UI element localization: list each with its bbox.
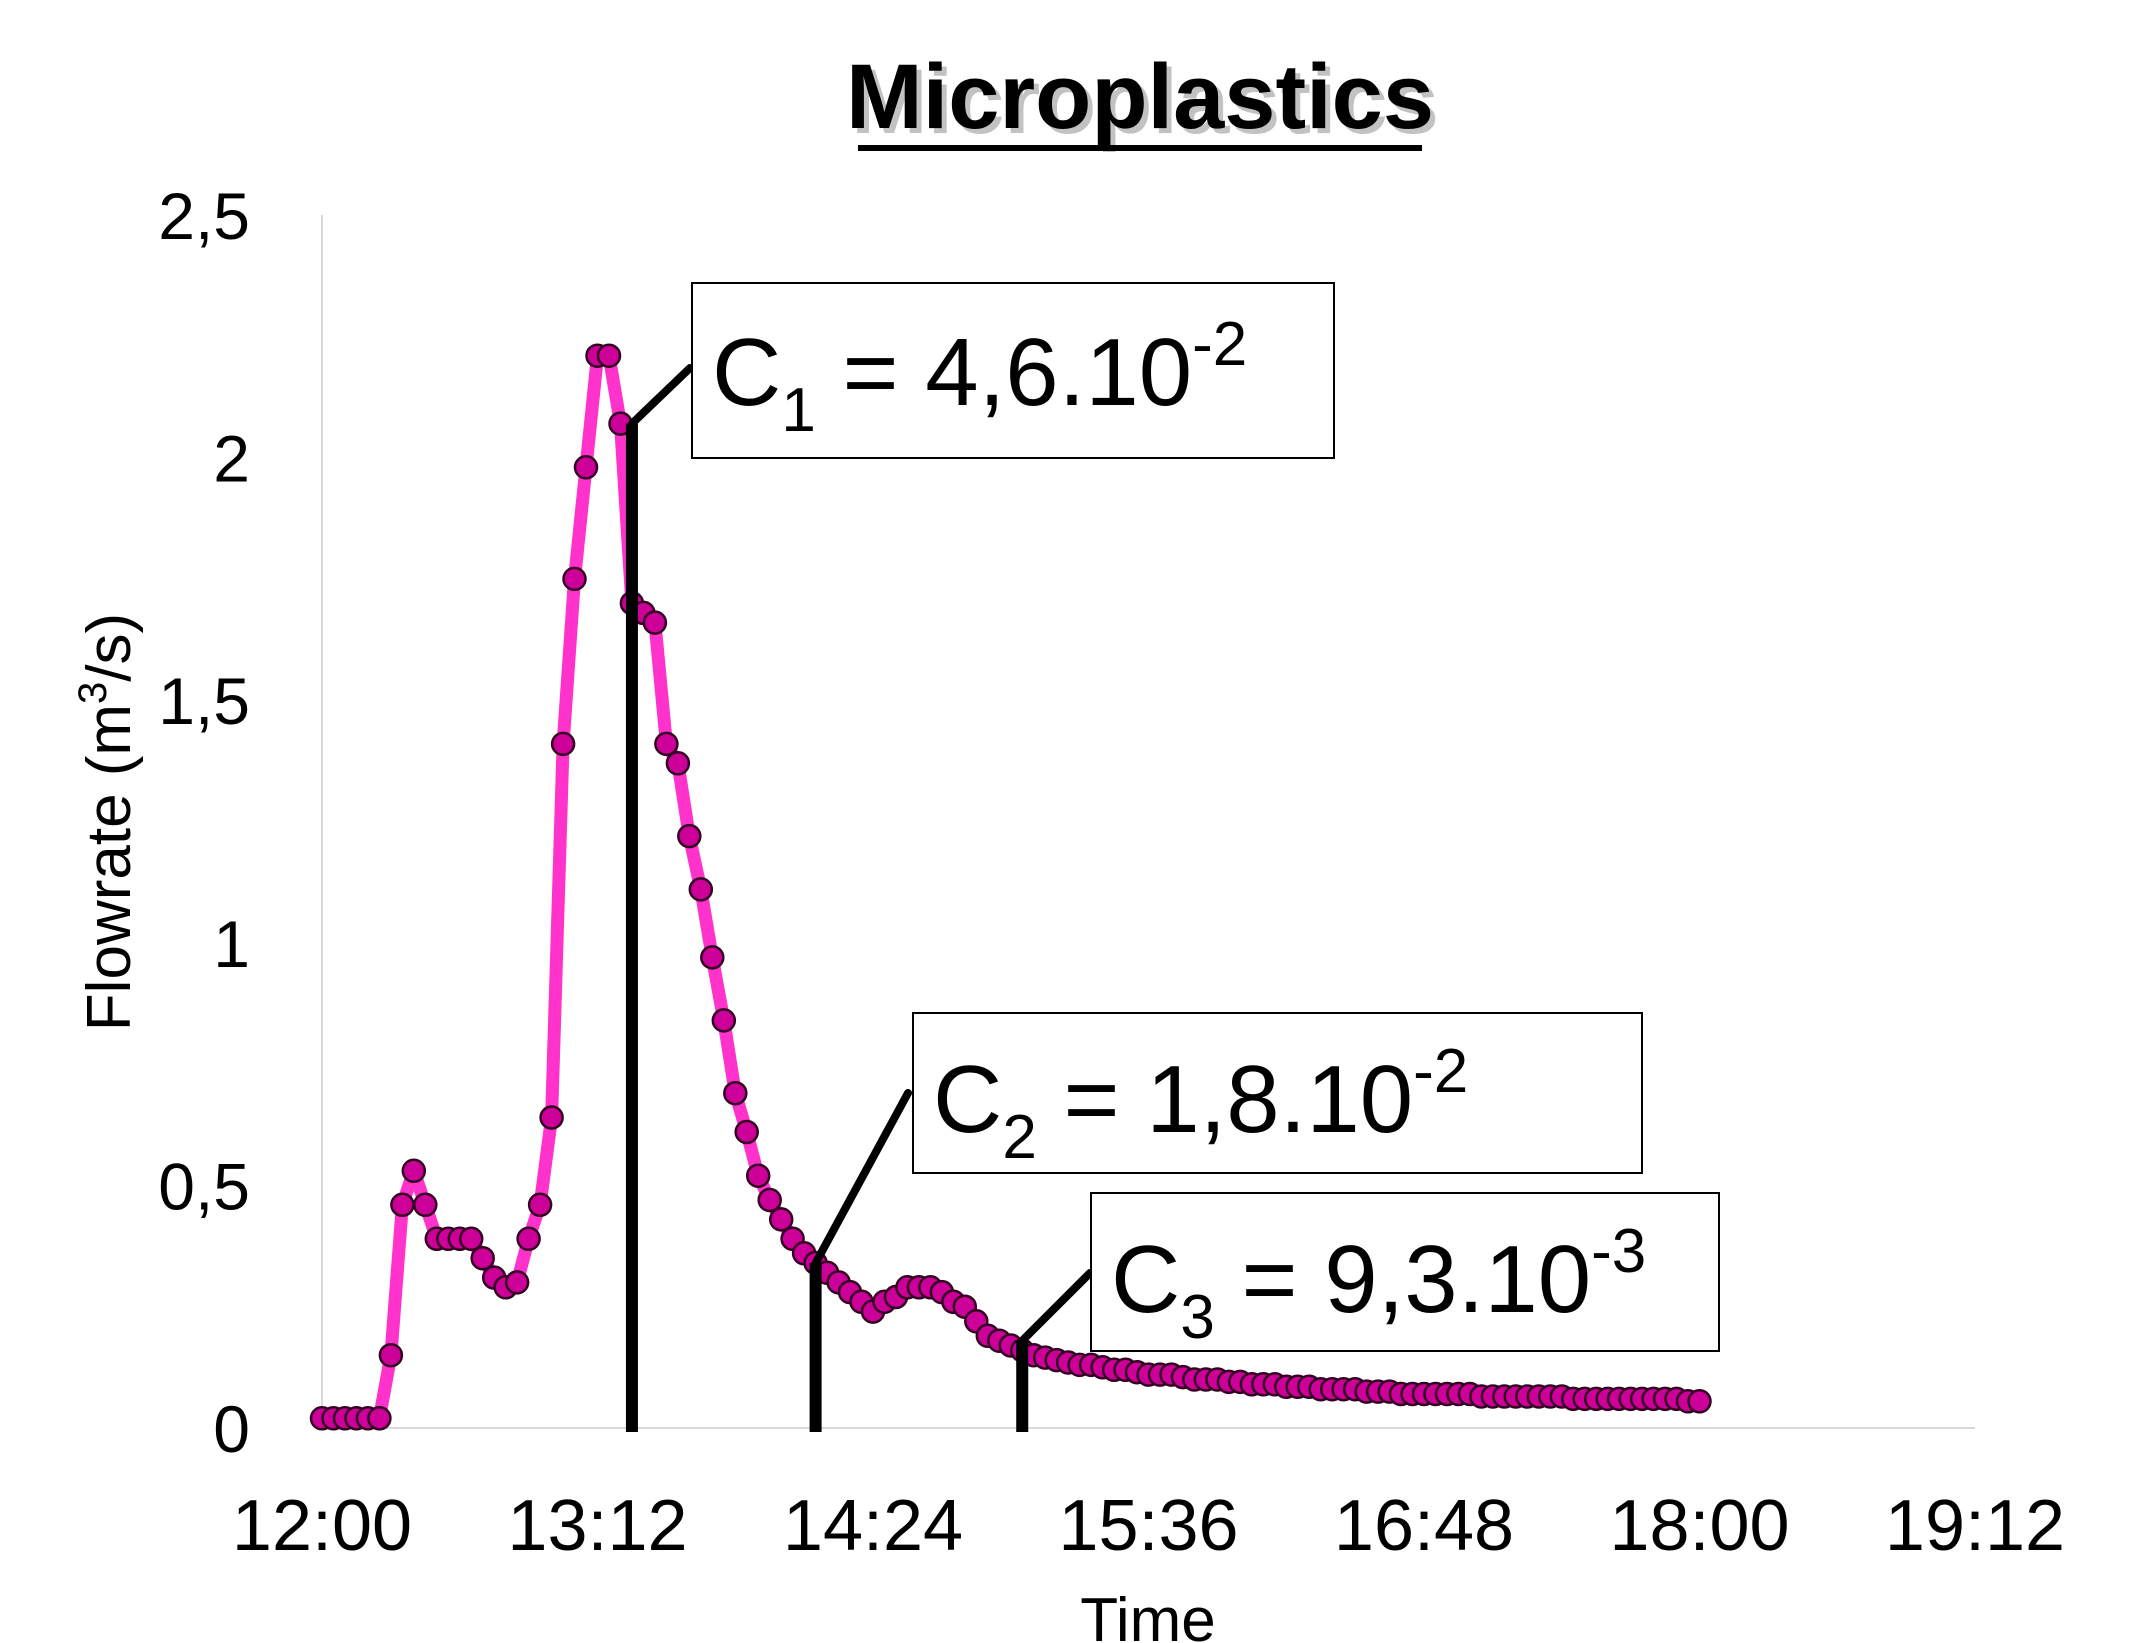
y-tick-label: 0,5	[158, 1149, 250, 1223]
data-point	[677, 823, 702, 849]
annotation-c1-box	[691, 282, 1335, 459]
data-point	[413, 1192, 438, 1218]
data-point	[516, 1226, 541, 1252]
x-tick-label: 16:48	[1334, 1486, 1514, 1566]
data-point	[504, 1270, 530, 1295]
data-point	[550, 731, 576, 757]
y-tick-label: 2,5	[158, 179, 250, 253]
data-point	[378, 1342, 404, 1368]
y-axis-title: Flowrate (m3/s)	[71, 613, 144, 1031]
x-tick-label: 12:00	[232, 1486, 412, 1566]
annotation-c3-label: C3 = 9,3.10-3	[1111, 1217, 1646, 1352]
annotation-c1-leader	[627, 364, 694, 428]
annotation-c2-value: = 1,8.10	[1037, 1046, 1413, 1153]
x-tick-label: 15:36	[1058, 1486, 1238, 1566]
data-point	[723, 1080, 748, 1106]
y-tick-label: 1	[213, 907, 250, 981]
x-tick-label: 14:24	[783, 1486, 963, 1566]
annotation-c1-exp: -2	[1192, 310, 1247, 379]
data-point	[458, 1226, 484, 1252]
chart-title-shadow: Microplastics	[851, 51, 1439, 153]
annotation-c3-leader	[1018, 1269, 1094, 1345]
data-point	[700, 945, 725, 970]
data-point	[1687, 1389, 1712, 1414]
data-point	[711, 1008, 737, 1033]
y-axis-title-main: Flowrate (m	[75, 704, 144, 1031]
data-point	[470, 1245, 495, 1271]
annotation-c1-value: = 4,6.10	[816, 319, 1192, 426]
annotation-c2-label: C2 = 1,8.10-2	[933, 1037, 1468, 1172]
data-point	[596, 343, 622, 368]
y-tick-label: 1,5	[158, 664, 250, 738]
annotation-c3-exp: -3	[1591, 1217, 1646, 1286]
data-point	[367, 1406, 392, 1431]
annotation-c1-sub: 1	[781, 376, 815, 445]
annotation-c3-box	[1090, 1192, 1720, 1352]
annotation-c3-letter: C	[1111, 1226, 1180, 1333]
annotation-c2-exp: -2	[1413, 1037, 1468, 1106]
data-point	[688, 877, 714, 902]
annotation-c3-value: = 9,3.10	[1215, 1226, 1591, 1333]
y-tick-label: 2	[213, 422, 250, 496]
annotation-c1-letter: C	[712, 319, 781, 426]
data-point	[768, 1207, 794, 1232]
data-point	[527, 1192, 553, 1218]
annotation-c2-sub: 2	[1002, 1103, 1036, 1172]
x-tick-label: 19:12	[1885, 1486, 2065, 1566]
y-axis-title-sup: 3	[71, 682, 115, 704]
x-axis-title: Time	[1080, 1586, 1215, 1643]
y-tick-label: 0	[213, 1392, 250, 1466]
data-point	[757, 1187, 782, 1213]
data-point	[401, 1158, 427, 1184]
x-tick-label: 18:00	[1609, 1486, 1789, 1566]
data-point	[562, 566, 587, 592]
data-point	[745, 1163, 771, 1188]
data-point	[642, 610, 668, 635]
data-point	[539, 1105, 564, 1130]
y-axis-title-end: /s)	[75, 613, 144, 682]
data-point	[665, 751, 691, 776]
annotation-c2-letter: C	[933, 1046, 1002, 1153]
data-point	[654, 731, 679, 757]
annotation-c2-leader	[811, 1089, 912, 1268]
annotation-c1-label: C1 = 4,6.10-2	[712, 310, 1247, 445]
x-tick-label: 13:12	[507, 1486, 687, 1566]
annotation-c2-box	[912, 1012, 1643, 1174]
annotation-c3-sub: 3	[1180, 1283, 1214, 1352]
data-point	[734, 1119, 759, 1145]
data-point	[390, 1192, 415, 1218]
chart-title: Microplastics	[846, 46, 1434, 148]
data-point	[573, 455, 599, 480]
